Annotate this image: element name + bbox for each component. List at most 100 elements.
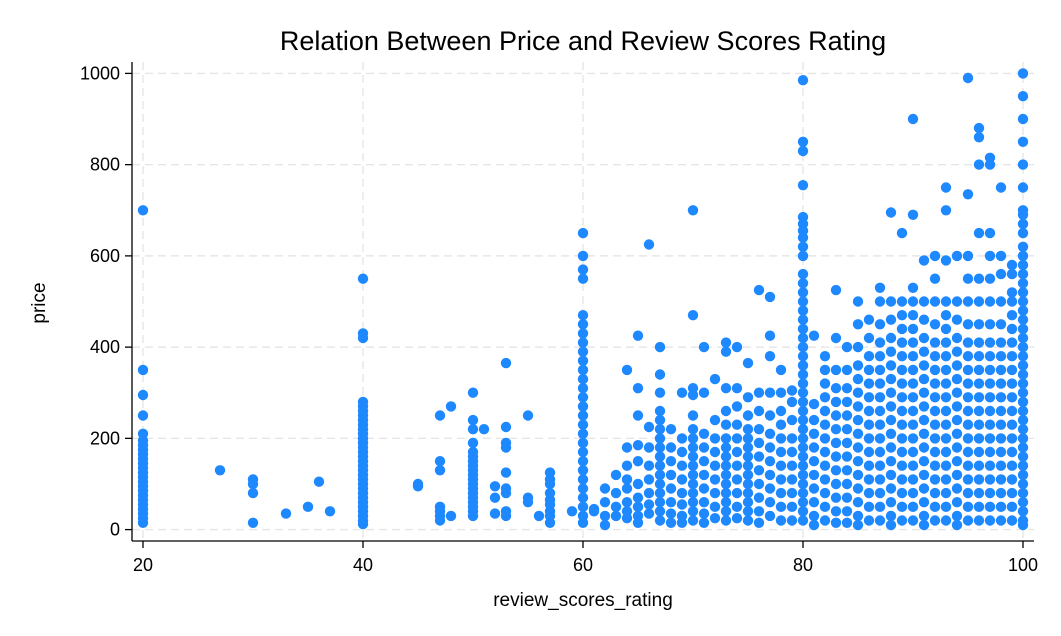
data-point xyxy=(819,351,831,362)
data-point xyxy=(797,497,809,508)
data-point xyxy=(1006,268,1018,280)
data-point xyxy=(687,460,699,471)
data-point xyxy=(940,405,952,417)
data-point xyxy=(962,515,974,526)
data-point xyxy=(709,487,721,499)
data-point xyxy=(1006,419,1018,430)
data-point xyxy=(676,499,688,510)
data-point xyxy=(951,296,963,307)
data-point xyxy=(885,519,897,531)
data-point xyxy=(434,465,446,476)
data-point xyxy=(610,501,622,512)
data-point xyxy=(577,383,589,394)
data-point xyxy=(588,506,600,517)
data-point xyxy=(445,401,457,412)
data-point xyxy=(852,456,864,467)
data-point xyxy=(1017,314,1029,325)
data-point xyxy=(775,419,787,430)
data-point xyxy=(775,433,787,444)
data-point xyxy=(467,424,479,435)
data-point xyxy=(896,515,908,526)
data-point xyxy=(577,428,589,439)
data-point xyxy=(995,364,1007,376)
data-point xyxy=(654,497,666,508)
data-point xyxy=(1017,351,1029,362)
data-point xyxy=(720,451,732,462)
data-point xyxy=(995,474,1007,485)
data-point xyxy=(786,487,798,499)
data-point xyxy=(896,227,908,239)
data-point xyxy=(1017,378,1029,389)
data-point xyxy=(775,501,787,512)
data-point xyxy=(1006,515,1018,526)
data-point xyxy=(797,506,809,517)
data-point xyxy=(852,497,864,508)
data-point xyxy=(885,346,897,357)
data-point xyxy=(1006,337,1018,348)
data-point xyxy=(1017,113,1029,125)
data-point xyxy=(599,519,611,531)
data-point xyxy=(786,433,798,444)
data-point xyxy=(852,428,864,439)
data-point xyxy=(841,451,853,462)
data-point xyxy=(544,478,556,490)
data-point xyxy=(863,405,875,417)
x-tick-label: 60 xyxy=(573,555,593,575)
data-point xyxy=(731,341,743,353)
data-point xyxy=(918,442,930,453)
data-point xyxy=(577,483,589,494)
y-tick-label: 400 xyxy=(90,337,120,357)
data-point xyxy=(621,474,633,485)
data-point xyxy=(962,392,974,403)
data-point xyxy=(918,456,930,467)
chart-title: Relation Between Price and Review Scores… xyxy=(280,26,886,56)
data-point xyxy=(742,487,754,499)
data-point xyxy=(775,487,787,499)
data-point xyxy=(984,433,996,444)
data-point xyxy=(137,205,149,216)
data-point xyxy=(709,501,721,512)
data-point xyxy=(918,510,930,522)
data-point xyxy=(709,433,721,444)
data-point xyxy=(544,517,556,528)
data-point xyxy=(676,474,688,485)
y-axis-label: price xyxy=(29,282,50,323)
data-point xyxy=(841,341,853,353)
data-point xyxy=(1017,91,1029,102)
data-point xyxy=(632,410,644,421)
data-point xyxy=(731,419,743,430)
data-point xyxy=(247,478,259,490)
data-point xyxy=(929,487,941,499)
data-point xyxy=(1017,506,1029,517)
data-point xyxy=(808,414,820,426)
data-point xyxy=(1017,218,1029,230)
data-point xyxy=(874,501,886,512)
data-point xyxy=(896,351,908,362)
data-point xyxy=(995,378,1007,389)
data-point xyxy=(577,264,589,275)
data-point xyxy=(643,460,655,471)
data-point xyxy=(577,346,589,357)
data-point xyxy=(720,497,732,508)
data-point xyxy=(929,433,941,444)
data-point xyxy=(764,442,776,453)
data-point xyxy=(1017,469,1029,481)
data-point xyxy=(687,310,699,321)
data-point xyxy=(962,296,974,307)
data-point xyxy=(995,319,1007,330)
data-point xyxy=(929,273,941,284)
data-point xyxy=(929,351,941,362)
data-point xyxy=(852,296,864,307)
data-point xyxy=(896,474,908,485)
data-point xyxy=(984,273,996,284)
data-point xyxy=(654,451,666,462)
data-point xyxy=(786,460,798,471)
data-point xyxy=(764,351,776,362)
data-point xyxy=(885,428,897,439)
data-point xyxy=(885,510,897,522)
data-point xyxy=(797,305,809,316)
data-point xyxy=(929,446,941,458)
data-point xyxy=(797,433,809,444)
data-point xyxy=(654,487,666,499)
